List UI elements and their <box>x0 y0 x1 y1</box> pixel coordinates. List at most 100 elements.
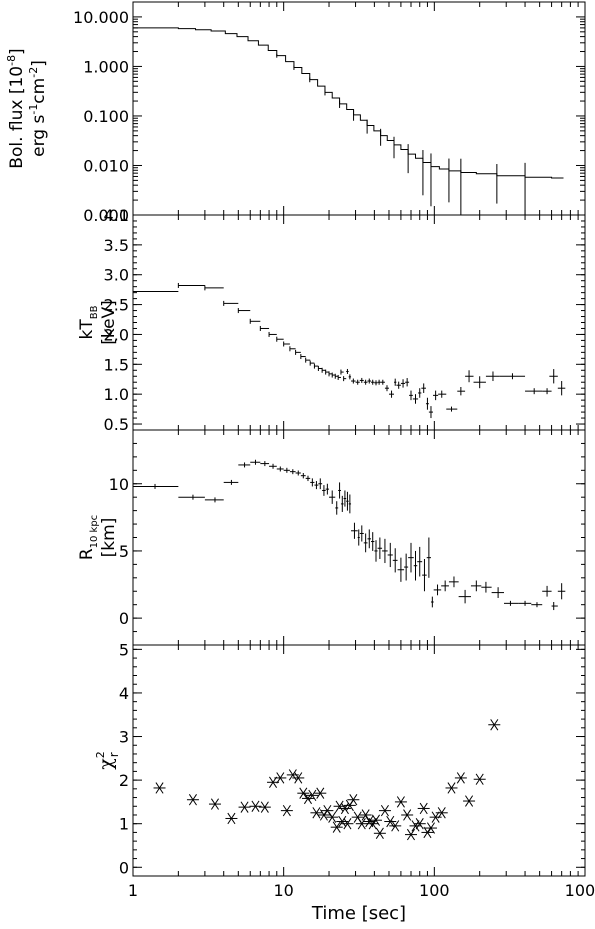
data-point <box>412 394 419 404</box>
data-point <box>377 537 383 559</box>
data-point <box>380 379 385 385</box>
data-point <box>269 463 277 469</box>
data-point <box>286 769 299 781</box>
data-point <box>396 381 401 389</box>
data-point <box>359 377 364 383</box>
data-point <box>389 820 402 832</box>
data-point <box>371 532 375 551</box>
data-point <box>373 827 386 839</box>
data-point <box>377 379 381 385</box>
data-point <box>289 469 296 475</box>
data-point <box>481 581 492 593</box>
data-point <box>369 814 382 826</box>
data-point <box>330 821 343 833</box>
data-point <box>276 466 284 472</box>
y-axis-label-part: erg s <box>29 115 49 157</box>
y-tick-label: 2.5 <box>104 296 129 315</box>
y-axis-label-part: kT <box>77 319 97 340</box>
y-tick-label: 0.001 <box>83 206 129 225</box>
data-point <box>283 467 290 473</box>
y-tick-label: 0.010 <box>83 156 129 175</box>
data-point <box>359 809 372 821</box>
data-point <box>292 772 305 784</box>
data-point <box>491 587 505 598</box>
asterisk-stroke <box>312 807 321 819</box>
asterisk-stroke <box>371 814 381 826</box>
data-point <box>355 818 368 830</box>
data-point <box>310 807 323 819</box>
asterisk-stroke <box>282 804 291 817</box>
data-point <box>430 596 434 608</box>
asterisk-stroke <box>396 796 405 808</box>
asterisk-stroke <box>155 782 164 794</box>
data-point <box>473 376 486 389</box>
data-point <box>347 794 360 806</box>
data-point <box>542 388 552 395</box>
series-chi <box>153 719 501 841</box>
data-point <box>348 494 352 514</box>
data-point <box>153 782 166 794</box>
data-point <box>433 390 439 401</box>
data-point <box>371 379 375 385</box>
panel-flux: 0.001 0.010 0.100 1.000 10.000 Bol. flux [10-… <box>5 1 586 225</box>
data-point <box>549 369 558 384</box>
data-point <box>387 542 393 568</box>
y-axis-label-part: 10 kpc <box>89 515 100 549</box>
asterisk-stroke <box>380 804 389 817</box>
y-tick-label: 3.0 <box>104 266 129 285</box>
y-tick-label: 3 <box>119 728 129 747</box>
data-point <box>448 576 459 588</box>
y-axis-label-part: cm <box>29 78 49 104</box>
asterisk-stroke <box>357 818 366 830</box>
asterisk-stroke <box>288 769 297 781</box>
data-point <box>249 800 262 812</box>
y-tick-label: 0 <box>119 609 129 628</box>
data-point <box>499 373 526 380</box>
data-point <box>331 372 336 378</box>
y-tick-label: 2 <box>119 771 129 790</box>
asterisk-stroke <box>240 801 249 813</box>
x-axis-label: Time [sec] <box>311 903 406 924</box>
data-point <box>384 385 389 392</box>
data-point <box>408 542 414 573</box>
y-tick-label: 0.100 <box>83 107 129 126</box>
data-point <box>425 397 429 410</box>
data-point <box>374 540 378 562</box>
y-tick-label: 5 <box>119 542 129 561</box>
data-point <box>274 772 287 784</box>
asterisk-stroke <box>375 827 384 839</box>
data-point <box>518 600 532 606</box>
data-point <box>346 491 349 511</box>
data-point <box>177 282 205 288</box>
series-kT <box>132 282 566 419</box>
y-tick-label: 2.0 <box>104 325 129 344</box>
data-point <box>208 798 221 810</box>
asterisk-stroke <box>403 809 412 821</box>
data-point <box>322 485 326 496</box>
data-point <box>438 390 447 398</box>
asterisk-stroke <box>269 776 278 788</box>
series-R <box>133 459 566 611</box>
x-tick-label: 1000 <box>565 881 595 900</box>
data-point <box>283 341 290 347</box>
data-point <box>551 602 558 611</box>
series-flux <box>133 27 564 215</box>
asterisk-stroke <box>447 782 456 794</box>
asterisk-stroke <box>299 787 308 799</box>
data-point <box>531 602 543 608</box>
data-point <box>504 600 519 606</box>
panel-frame <box>132 1 586 216</box>
asterisk-stroke <box>210 798 219 810</box>
data-point <box>433 584 442 596</box>
y-axis-label-part: R <box>77 548 97 560</box>
data-point <box>204 497 224 503</box>
data-point <box>418 388 422 398</box>
data-point <box>441 580 449 592</box>
data-point <box>409 390 413 401</box>
panel-frame <box>132 214 586 431</box>
data-point <box>417 546 423 577</box>
data-point <box>341 818 354 830</box>
asterisk-stroke <box>406 828 416 841</box>
data-point <box>295 349 301 355</box>
data-point <box>346 368 349 374</box>
